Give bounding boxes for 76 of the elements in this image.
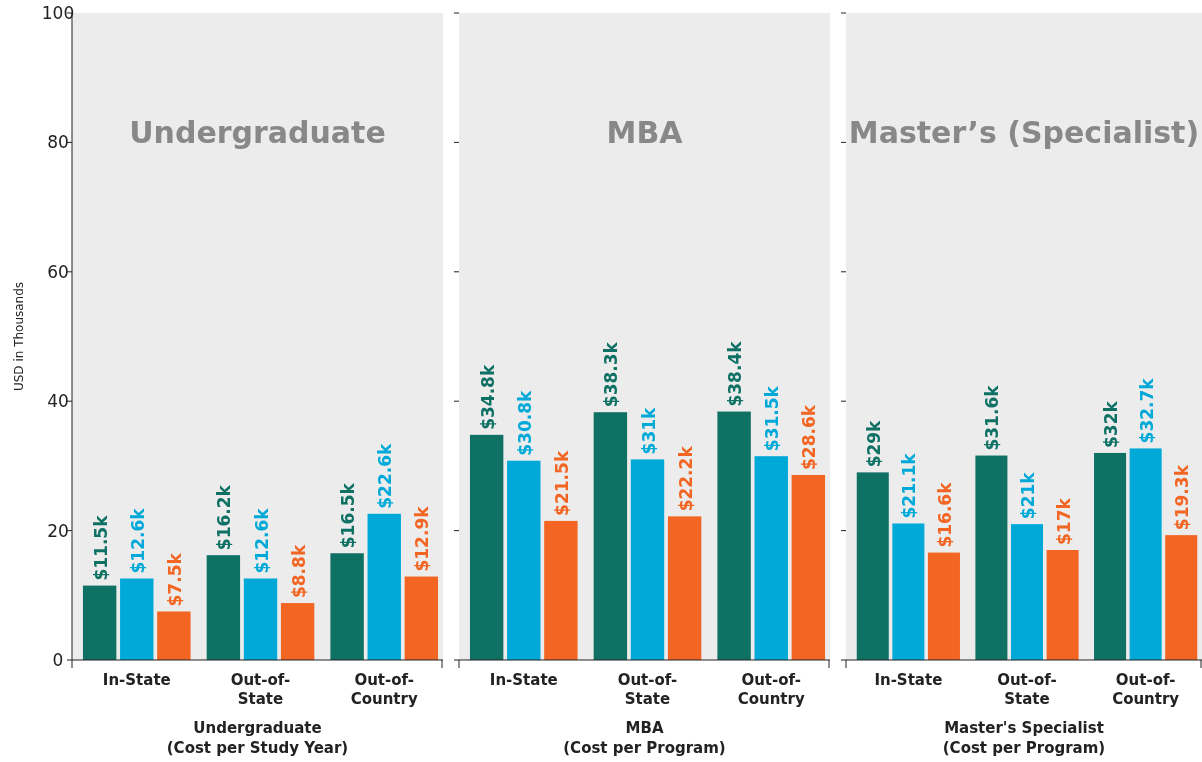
data-label: $21.1k bbox=[899, 452, 920, 519]
data-label: $38.4k bbox=[725, 340, 746, 407]
x-axis-title: Undergraduate (Cost per Study Year) bbox=[166, 719, 349, 757]
bar bbox=[667, 516, 702, 660]
bar bbox=[330, 553, 364, 660]
data-label: $12.9k bbox=[412, 505, 433, 572]
y-tick-label: 40 bbox=[47, 391, 69, 412]
data-label: $28.6k bbox=[799, 404, 820, 470]
data-label: $11.5k bbox=[90, 514, 111, 581]
x-axis-title: Master's Specialist (Cost per Program) bbox=[942, 719, 1106, 757]
y-axis-title: USD in Thousands bbox=[12, 281, 26, 392]
data-label: $12.6k bbox=[127, 507, 148, 574]
data-label: $8.8k bbox=[288, 544, 309, 599]
bar bbox=[1010, 524, 1044, 660]
bar bbox=[1129, 448, 1162, 660]
y-tick-label: 20 bbox=[47, 520, 69, 541]
bar bbox=[367, 513, 401, 660]
data-label: $7.5k bbox=[164, 552, 185, 607]
x-tick-label: Out-of-State bbox=[617, 671, 678, 708]
bar bbox=[544, 520, 578, 660]
bar bbox=[157, 611, 191, 660]
bar bbox=[206, 555, 241, 660]
x-tick-label: Out-of-State bbox=[997, 671, 1057, 708]
bar bbox=[507, 460, 541, 660]
text: MBA bbox=[606, 115, 684, 150]
data-label: $19.3k bbox=[1172, 464, 1193, 531]
data-label: $17k bbox=[1053, 497, 1074, 546]
bar bbox=[892, 523, 925, 660]
bar bbox=[404, 576, 439, 660]
x-tick-label: Out-of-Country bbox=[1112, 671, 1180, 708]
bar bbox=[82, 585, 117, 660]
data-label: $16.5k bbox=[338, 482, 359, 549]
y-tick-label: 60 bbox=[47, 261, 69, 282]
bar bbox=[927, 552, 960, 660]
bar bbox=[856, 472, 889, 660]
bar bbox=[280, 603, 315, 660]
data-label: $38.3k bbox=[601, 341, 622, 408]
data-label: $21.5k bbox=[551, 450, 572, 516]
bar bbox=[1165, 535, 1198, 660]
bar bbox=[791, 474, 826, 660]
data-label: $16.2k bbox=[214, 484, 235, 551]
y-tick-label: 80 bbox=[47, 132, 69, 153]
data-label: $21k bbox=[1018, 471, 1038, 520]
bar bbox=[1094, 452, 1127, 660]
data-label: $32k bbox=[1101, 400, 1122, 448]
x-tick-label: In-State bbox=[489, 671, 558, 689]
y-tick-label: 0 bbox=[52, 650, 64, 670]
data-label: $31k bbox=[638, 406, 659, 455]
x-axis-title: MBA (Cost per Program) bbox=[563, 719, 726, 757]
data-label: $22.6k bbox=[375, 443, 396, 509]
bar bbox=[975, 455, 1008, 660]
bar bbox=[630, 459, 665, 660]
bar bbox=[754, 456, 788, 660]
x-tick-label: In-State bbox=[874, 671, 943, 689]
bar bbox=[120, 578, 154, 660]
bar bbox=[1046, 550, 1079, 660]
y-tick-label: 100 bbox=[41, 3, 75, 23]
data-label: $32.7k bbox=[1136, 377, 1157, 444]
bar bbox=[717, 411, 751, 660]
bar bbox=[593, 412, 628, 660]
data-label: $29k bbox=[863, 419, 884, 468]
data-label: $31.5k bbox=[762, 385, 783, 452]
bar bbox=[243, 578, 278, 660]
x-tick-label: Out-of-Country bbox=[350, 671, 418, 708]
x-tick-label: Out-of-Country bbox=[737, 671, 805, 708]
text: Undergraduate bbox=[129, 115, 386, 150]
bar bbox=[469, 434, 504, 660]
data-label: $34.8k bbox=[477, 364, 498, 430]
data-label: $22.2k bbox=[675, 445, 696, 512]
x-tick-label: In-State bbox=[102, 671, 171, 689]
text: Master’s (Specialist) bbox=[848, 115, 1200, 150]
x-tick-label: Out-of-State bbox=[230, 671, 291, 708]
data-label: $30.8k bbox=[514, 389, 535, 456]
data-label: $16.6k bbox=[934, 481, 955, 548]
data-label: $31.6k bbox=[982, 384, 1003, 451]
data-label: $12.6k bbox=[251, 507, 272, 574]
